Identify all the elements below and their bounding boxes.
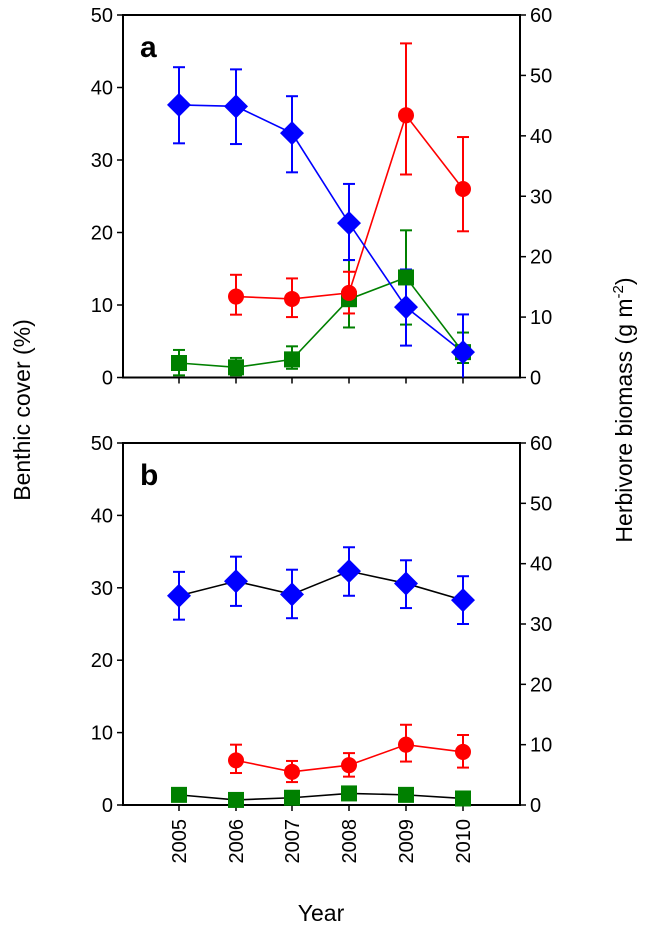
data-point-green-square [228,359,244,376]
data-point-blue-diamond [394,571,418,596]
data-point-red-circle [228,288,244,305]
left-tick-label: 20 [91,650,113,672]
x-tick-label: 2008 [339,819,361,864]
right-tick-label: 10 [530,735,552,757]
left-axis-label: Benthic cover (%) [9,319,35,501]
data-point-blue-diamond [337,211,361,236]
right-tick-label: 60 [530,5,552,27]
series-line-green-square [178,276,464,369]
left-tick-label: 50 [91,433,113,455]
data-point-blue-diamond [224,569,248,594]
data-point-green-square [398,269,414,286]
panel-a: 0 10 20 30 40 50 0 10 20 30 40 50 60 a [91,5,553,390]
data-point-blue-diamond [280,121,304,146]
data-point-red-circle [341,757,357,774]
right-axis-label-sup: -2 [610,285,627,298]
data-point-blue-diamond [337,559,361,584]
series-line-blue-diamond [178,104,464,353]
right-tick-label: 30 [530,186,552,208]
x-tick-label: 2007 [282,819,304,864]
x-axis-label: Year [298,900,345,926]
panel-b: 0 10 20 30 40 50 0 10 20 30 40 50 60 2005 2006 2007 2008… [91,433,553,864]
series-line-green-square [178,792,464,801]
data-point-green-square [228,791,244,808]
panel-letter: a [140,31,157,64]
data-point-red-circle [341,284,357,301]
data-point-green-square [171,355,187,371]
left-tick-label: 0 [102,368,113,390]
data-point-blue-diamond [451,340,475,365]
data-point-green-square [398,786,414,803]
left-tick-label: 10 [91,723,113,745]
x-tick-label: 2005 [169,819,191,864]
data-point-blue-diamond [280,582,304,607]
right-tick-label: 10 [530,307,552,329]
data-point-blue-diamond [451,588,475,613]
left-tick-label: 40 [91,78,113,100]
data-point-green-square [455,790,471,807]
data-point-red-circle [228,752,244,769]
data-point-blue-diamond [394,295,418,320]
data-point-red-circle [284,763,300,780]
right-tick-label: 40 [530,126,552,148]
data-point-red-circle [284,290,300,307]
right-axis-label-main: Herbivore biomass (g m [611,298,637,542]
data-point-red-circle [455,181,471,197]
x-tick-label: 2009 [396,819,418,864]
left-tick-label: 10 [91,295,113,317]
data-point-blue-diamond [224,94,248,119]
left-tick-label: 30 [91,150,113,172]
data-point-green-square [171,786,187,803]
left-tick-label: 20 [91,223,113,245]
right-tick-label: 20 [530,674,552,696]
right-axis-label: Herbivore biomass (g m-2) [610,277,637,542]
data-point-red-circle [398,107,414,124]
x-tick-label: 2010 [453,819,475,864]
data-point-red-circle [455,743,471,760]
left-tick-label: 0 [102,795,113,817]
data-point-blue-diamond [167,583,191,608]
right-tick-label: 0 [530,368,541,390]
right-tick-label: 0 [530,795,541,817]
x-tick-label: 2006 [226,819,248,864]
right-axis-label-close: ) [611,277,637,285]
data-point-green-square [341,785,357,802]
data-point-red-circle [398,736,414,753]
right-tick-label: 40 [530,554,552,576]
right-tick-label: 30 [530,614,552,636]
left-tick-label: 50 [91,5,113,27]
data-point-green-square [284,351,300,368]
panel-letter: b [140,459,158,492]
right-tick-label: 20 [530,247,552,269]
right-tick-label: 50 [530,65,552,87]
left-tick-label: 30 [91,578,113,600]
left-tick-label: 40 [91,505,113,527]
series-line-blue-diamond [178,570,464,601]
data-point-blue-diamond [167,92,191,117]
right-tick-label: 50 [530,493,552,515]
data-point-green-square [284,789,300,806]
right-tick-label: 60 [530,433,552,455]
